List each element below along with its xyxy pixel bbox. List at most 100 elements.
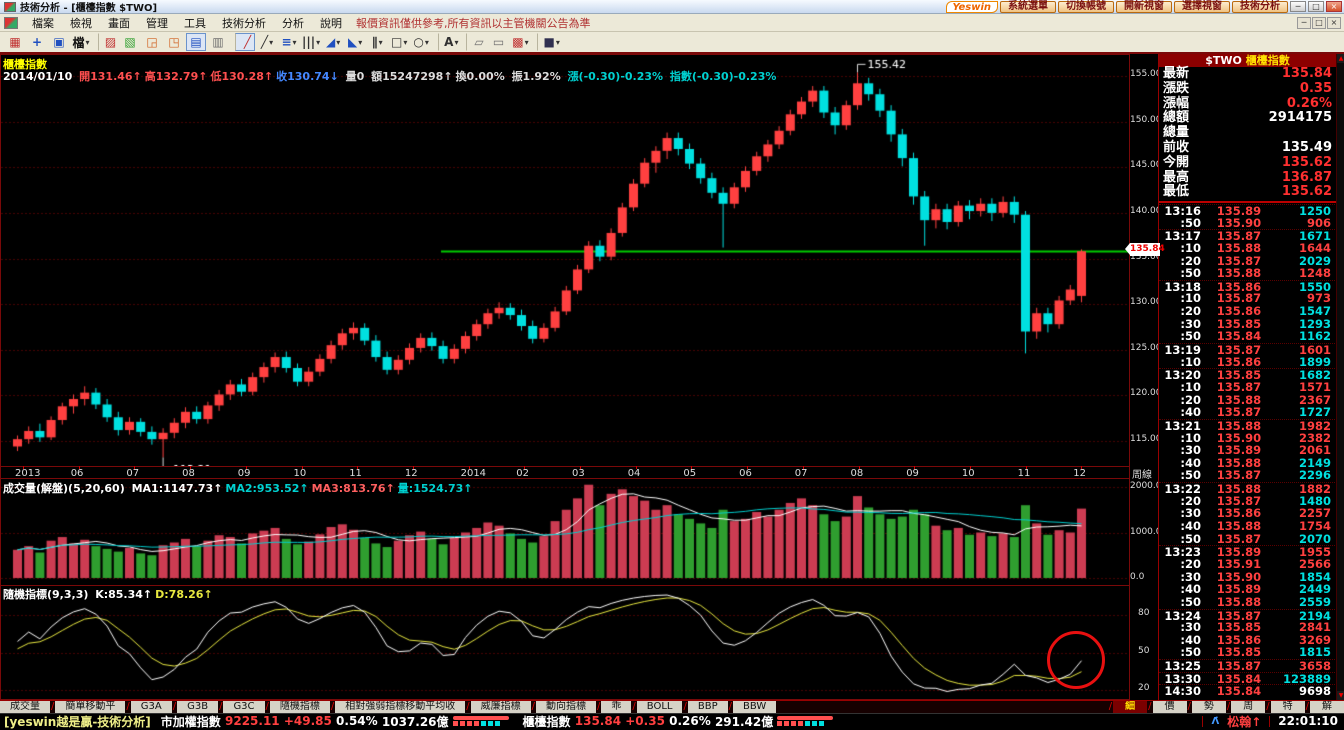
tape-row[interactable]: :30 135.90 1854: [1159, 570, 1337, 584]
menu-畫面[interactable]: 畫面: [108, 16, 130, 30]
tape-row[interactable]: :40 135.88 2149: [1159, 457, 1337, 470]
indicator-tab-BBW[interactable]: BBW: [733, 701, 777, 713]
color-chart-alt-icon[interactable]: ▧: [120, 33, 140, 51]
tape-row[interactable]: 13:20 135.85 1682: [1159, 368, 1337, 381]
parallel-lines-tool[interactable]: ∥ ▾: [367, 33, 387, 51]
indicator-tab-隨機指標[interactable]: 隨機指標: [269, 701, 330, 713]
minimize-button[interactable]: ─: [1290, 1, 1306, 12]
tape-row[interactable]: :50 135.87 2070: [1159, 533, 1337, 546]
tape-row[interactable]: :50 135.88 2559: [1159, 596, 1337, 609]
indicator-tab-威廉指標[interactable]: 威廉指標: [470, 701, 531, 713]
menu-分析[interactable]: 分析: [282, 16, 304, 30]
panel-tab-解[interactable]: 解: [1310, 701, 1344, 713]
tape-row[interactable]: 13:30 135.84 123889: [1159, 671, 1337, 685]
erase-all-icon[interactable]: ▭: [488, 33, 508, 51]
tape-row[interactable]: :30 135.86 2257: [1159, 507, 1337, 520]
crosshair-icon[interactable]: +: [27, 33, 47, 51]
tape-row[interactable]: 13:23 135.89 1955: [1159, 545, 1337, 558]
panel-tab-細[interactable]: 細: [1113, 701, 1148, 713]
mdi-restore-button[interactable]: □: [1312, 16, 1326, 29]
menu-檔案[interactable]: 檔案: [32, 16, 54, 30]
tape-row[interactable]: :20 135.87 2029: [1159, 254, 1337, 268]
zoom-out-icon[interactable]: ◲: [142, 33, 162, 51]
mdi-minimize-button[interactable]: ─: [1297, 16, 1311, 29]
titlebar-button-技術分析[interactable]: 技術分析: [1232, 0, 1288, 13]
rectangle-tool[interactable]: □ ▾: [389, 33, 409, 51]
indicator-tab-G3C[interactable]: G3C: [223, 701, 265, 713]
erase-one-icon[interactable]: ▱: [466, 33, 486, 51]
stochastic-pane[interactable]: [1, 585, 1129, 702]
indicator-tab-相對強弱指標移動平均收[interactable]: 相對強弱指標移動平均收: [335, 701, 466, 713]
tape-row[interactable]: :50 135.84 1162: [1159, 330, 1337, 343]
indicator-tab-G3B[interactable]: G3B: [177, 701, 219, 713]
panel-tab-特[interactable]: 特: [1270, 701, 1305, 713]
tape-scrollbar[interactable]: ▲ ▼: [1336, 54, 1344, 700]
tape-row[interactable]: :20 135.91 2566: [1159, 558, 1337, 571]
menu-技術分析[interactable]: 技術分析: [222, 16, 266, 30]
tape-row[interactable]: 13:19 135.87 1601: [1159, 343, 1337, 356]
vertical-lines-tool[interactable]: ||| ▾: [301, 33, 321, 51]
menu-說明[interactable]: 說明: [320, 16, 342, 30]
new-chart-window-icon[interactable]: ▣: [49, 33, 69, 51]
tape-row[interactable]: :30 135.85 1293: [1159, 318, 1337, 331]
menu-工具[interactable]: 工具: [184, 16, 206, 30]
indicator-tab-成交量[interactable]: 成交量: [0, 701, 50, 713]
period-dropdown[interactable]: 檔 ▾: [71, 33, 91, 51]
tape-row[interactable]: :30 135.89 2061: [1159, 444, 1337, 457]
draw-pointer-icon[interactable]: ╱: [235, 33, 255, 51]
indicator-tab-動向指標[interactable]: 動向指標: [536, 701, 597, 713]
chart-layout-icon[interactable]: ▥: [208, 33, 228, 51]
menu-檢視[interactable]: 檢視: [70, 16, 92, 30]
menu-管理[interactable]: 管理: [146, 16, 168, 30]
scroll-down-icon[interactable]: ▼: [1337, 691, 1344, 700]
color-chart-icon[interactable]: ▨: [98, 33, 118, 51]
tape-row[interactable]: :40 135.88 1754: [1159, 520, 1337, 533]
horizontal-lines-tool[interactable]: ≡ ▾: [279, 33, 299, 51]
quote-screen-icon[interactable]: ▦: [5, 33, 25, 51]
tape-row[interactable]: 13:17 135.87 1671: [1159, 229, 1337, 242]
titlebar-button-切換帳號[interactable]: 切換帳號: [1058, 0, 1114, 13]
close-button[interactable]: ×: [1326, 1, 1342, 12]
tape-row[interactable]: :20 135.86 1547: [1159, 305, 1337, 318]
tape-row[interactable]: :40 135.86 3269: [1159, 634, 1337, 647]
tape-row[interactable]: :50 135.87 2296: [1159, 469, 1337, 482]
tape-row[interactable]: :10 135.87 1571: [1159, 381, 1337, 394]
ellipse-tool[interactable]: ○ ▾: [411, 33, 431, 51]
indicator-tab-乖[interactable]: 乖: [601, 701, 632, 713]
tape-row[interactable]: 13:16 135.89 1250: [1159, 204, 1337, 217]
tape-row[interactable]: :10 135.86 1899: [1159, 356, 1337, 369]
tape-row[interactable]: 13:25 135.87 3658: [1159, 659, 1337, 672]
scroll-up-icon[interactable]: ▲: [1337, 54, 1344, 63]
volume-pane[interactable]: [1, 479, 1129, 585]
tape-row[interactable]: 13:21 135.88 1982: [1159, 418, 1337, 432]
tape-row[interactable]: :20 135.88 2367: [1159, 393, 1337, 407]
panel-tab-勢[interactable]: 勢: [1191, 701, 1226, 713]
tape-row[interactable]: :30 135.85 2841: [1159, 621, 1337, 634]
indicator-tab-BOLL[interactable]: BOLL: [636, 701, 683, 713]
zoom-in-icon[interactable]: ◳: [164, 33, 184, 51]
indicator-tab-BBP[interactable]: BBP: [687, 701, 728, 713]
time-and-sales-list[interactable]: 13:16 135.89 1250:50 135.90 906 13:17 135.87 16…: [1159, 204, 1337, 698]
indicator-panes-icon[interactable]: ▤: [186, 33, 206, 51]
titlebar-button-開新視窗[interactable]: 開新視窗: [1116, 0, 1172, 13]
save-icon[interactable]: ■ ▾: [537, 33, 560, 51]
text-tool[interactable]: A ▾: [438, 33, 459, 51]
fan-lines-tool[interactable]: ◢ ▾: [323, 33, 343, 51]
titlebar-button-選擇視窗[interactable]: 選擇視窗: [1174, 0, 1230, 13]
tape-row[interactable]: :50 135.88 1248: [1159, 267, 1337, 280]
indicator-tab-簡單移動平[interactable]: 簡單移動平: [55, 701, 126, 713]
trend-line-tool[interactable]: ╱ ▾: [257, 33, 277, 51]
tape-row[interactable]: :10 135.90 2382: [1159, 431, 1337, 445]
tape-row[interactable]: :40 135.89 2449: [1159, 583, 1337, 596]
tape-row[interactable]: :20 135.87 1480: [1159, 495, 1337, 508]
restore-button[interactable]: □: [1308, 1, 1324, 12]
tape-row[interactable]: 13:22 135.88 1882: [1159, 482, 1337, 495]
titlebar-button-系統選單[interactable]: 系統選單: [1000, 0, 1056, 13]
tape-row[interactable]: :10 135.88 1644: [1159, 242, 1337, 255]
candlestick-pane[interactable]: [1, 55, 1129, 466]
indicator-tab-G3A[interactable]: G3A: [130, 701, 172, 713]
panel-tab-價[interactable]: 價: [1152, 701, 1187, 713]
panel-tab-周[interactable]: 周: [1231, 701, 1266, 713]
tape-row[interactable]: :40 135.87 1727: [1159, 406, 1337, 419]
palette-icon[interactable]: ▩ ▾: [510, 33, 530, 51]
